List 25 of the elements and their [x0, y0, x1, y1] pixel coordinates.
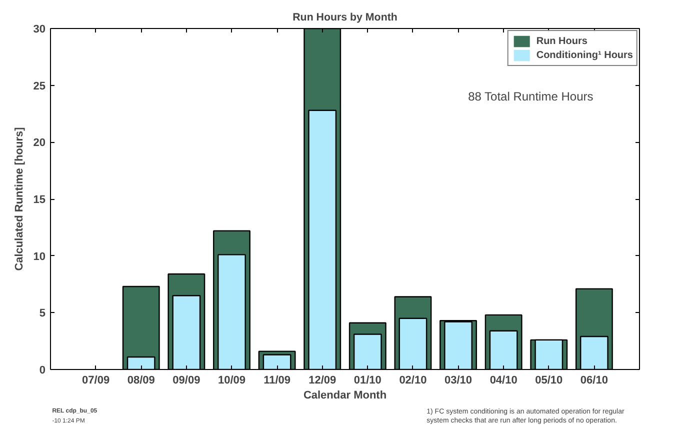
x-tick-label: 01/10	[354, 374, 382, 386]
x-tick-label: 11/09	[264, 374, 290, 386]
y-axis-title: Calculated Runtime [hours]	[13, 126, 26, 271]
x-tick-label: 07/09	[82, 374, 110, 386]
x-axis-title: Calendar Month	[303, 390, 387, 402]
y-tick-label: 25	[33, 80, 46, 92]
y-tick-label: 0	[39, 364, 46, 376]
x-tick-label: 02/10	[399, 374, 427, 386]
y-tick-label: 10	[33, 250, 46, 263]
y-tick-label: 5	[39, 308, 46, 320]
x-tick-label: 04/10	[490, 374, 518, 386]
x-tick-label: 05/10	[535, 374, 563, 386]
x-tick-label: 06/10	[580, 374, 608, 386]
x-tick-label: 03/10	[444, 374, 472, 386]
legend-label: Conditioning¹ Hours	[536, 48, 633, 62]
x-tick-label: 10/09	[218, 374, 246, 386]
x-tick-label: 08/09	[127, 374, 155, 386]
y-tick-label: 30	[33, 24, 46, 36]
x-tick-label: 12/09	[308, 374, 336, 386]
y-tick-label: 20	[33, 137, 46, 150]
y-tick-label: 15	[33, 194, 46, 206]
annotation: 88 Total Runtime Hours	[468, 90, 594, 104]
chart-title: Run Hours by Month	[292, 12, 398, 24]
legend-label: Run Hours	[536, 34, 588, 48]
x-tick-label: 09/09	[172, 374, 200, 386]
